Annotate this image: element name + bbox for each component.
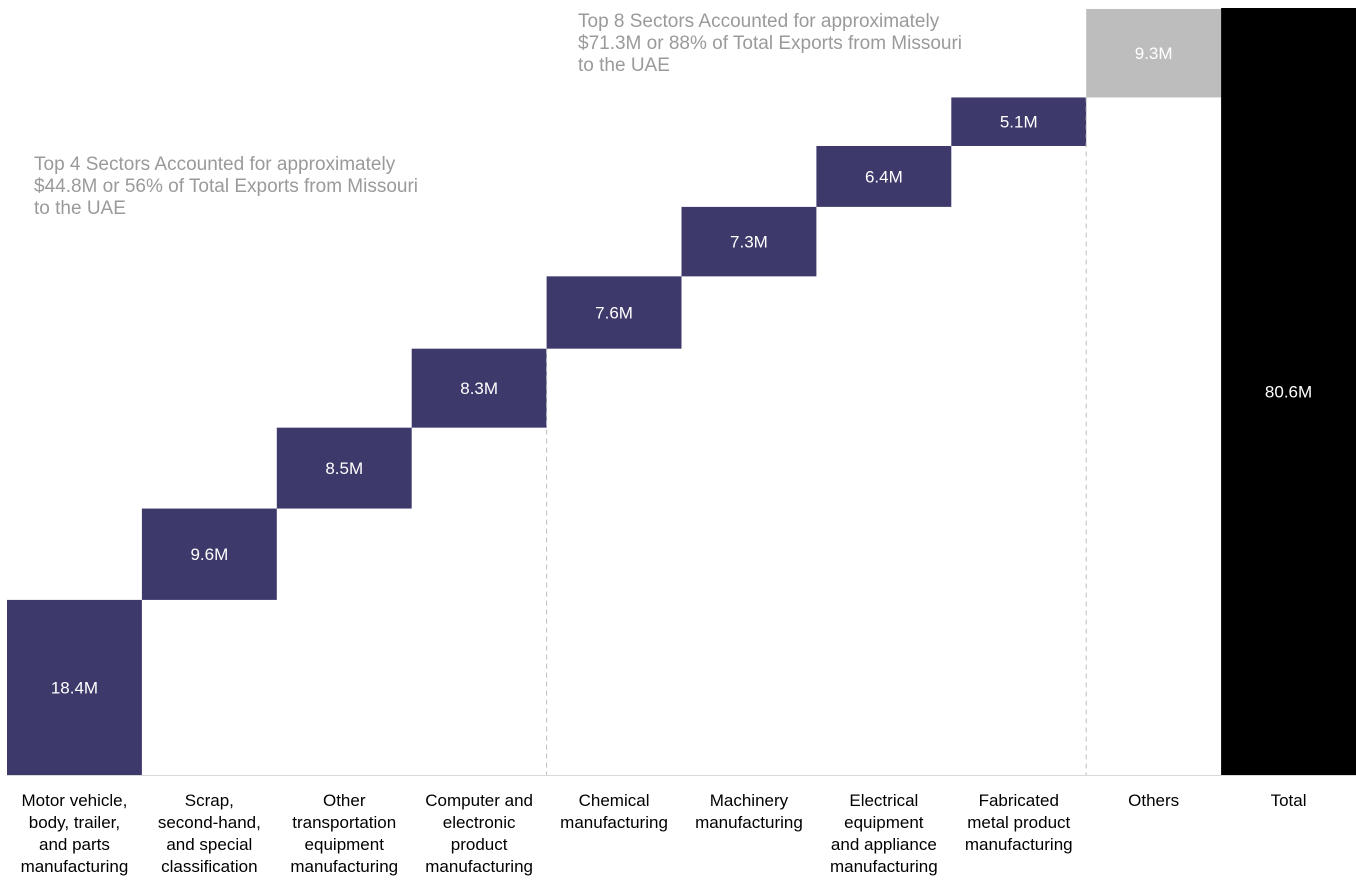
category-label: Motor vehicle, body, trailer, and parts man… — [6, 790, 142, 878]
category-label: Scrap, second-hand, and special classificat… — [141, 790, 277, 878]
bar — [681, 206, 817, 277]
category-label-line: manufacturing — [695, 813, 803, 832]
category-label-line: Computer and — [425, 791, 533, 810]
category-label: Computer and electronic product manufacturi… — [411, 790, 547, 878]
category-label-line: and parts — [38, 835, 110, 854]
data-label: 6.4M — [865, 167, 903, 186]
category-label-line: and special — [166, 835, 253, 854]
category-label: Machinery manufacturing — [681, 790, 817, 834]
category-label-line: manufacturing — [290, 857, 399, 876]
category-label-line: equipment — [844, 813, 924, 832]
annotation-top-4: Top 4 Sectors Accounted for approximatel… — [34, 154, 418, 220]
annotation-top-8-line: $71.3M or 88% of Total Exports from Miss… — [578, 33, 963, 54]
data-label: 5.1M — [1000, 113, 1038, 132]
bar — [7, 599, 142, 775]
category-label-line: manufacturing — [829, 857, 938, 876]
annotation-top-8-line: Top 8 Sectors Accounted for approximatel… — [578, 11, 940, 32]
bar — [1221, 8, 1356, 775]
category-label: Electrical equipment and appliance manufact… — [816, 790, 952, 878]
category-label-line: Others — [1128, 791, 1180, 810]
bar — [276, 427, 412, 509]
category-label: Fabricated metal product manufacturing — [951, 790, 1087, 856]
category-label-line: Total — [1270, 791, 1307, 810]
bar — [816, 145, 952, 207]
category-label-line: Other — [322, 791, 366, 810]
category-label: Other transportation equipment manufacturin… — [276, 790, 412, 878]
data-label: 9.3M — [1135, 44, 1173, 63]
annotation-top-4-line: Top 4 Sectors Accounted for approximatel… — [34, 154, 396, 175]
bar — [141, 508, 277, 600]
category-label-line: Electrical — [849, 791, 919, 810]
category-label-line: classification — [161, 857, 258, 876]
category-label: Chemical manufacturing — [546, 790, 682, 834]
annotation-top-8: Top 8 Sectors Accounted for approximatel… — [578, 11, 962, 77]
data-label: 7.6M — [595, 304, 633, 323]
category-label-line: body, trailer, — [28, 813, 121, 832]
data-label: 80.6M — [1265, 383, 1312, 402]
category-label: Total — [1221, 790, 1356, 812]
category-label-line: manufacturing — [20, 857, 129, 876]
category-label-line: manufacturing — [425, 857, 533, 876]
data-label: 18.4M — [51, 678, 98, 697]
annotation-top-4-line: $44.8M or 56% of Total Exports from Miss… — [34, 176, 419, 197]
category-label-line: transportation — [292, 813, 397, 832]
category-label-line: Fabricated — [978, 791, 1059, 810]
category-label-line: Scrap, — [184, 791, 234, 810]
category-label-line: product — [450, 835, 508, 854]
bar — [951, 97, 1087, 146]
category-label-line: equipment — [304, 835, 384, 854]
category-label-line: metal product — [967, 813, 1071, 832]
category-label-line: manufacturing — [964, 835, 1073, 854]
category-label-line: electronic — [442, 813, 516, 832]
category-label-line: Motor vehicle, — [21, 791, 128, 810]
category-label-line: and appliance — [830, 835, 937, 854]
annotation-top-4-line: to the UAE — [34, 198, 126, 219]
data-label: 8.5M — [325, 459, 363, 478]
category-label-line: second-hand, — [157, 813, 261, 832]
data-label: 7.3M — [730, 233, 768, 252]
category-label: Others — [1086, 790, 1222, 812]
data-label: 8.3M — [460, 379, 498, 398]
bar — [411, 348, 547, 428]
bar — [546, 276, 682, 349]
annotation-top-8-line: to the UAE — [578, 55, 670, 76]
category-label-line: Chemical — [578, 791, 650, 810]
category-label-line: manufacturing — [560, 813, 668, 832]
data-label: 9.6M — [190, 545, 228, 564]
bar — [1086, 8, 1222, 98]
category-label-line: Machinery — [709, 791, 789, 810]
